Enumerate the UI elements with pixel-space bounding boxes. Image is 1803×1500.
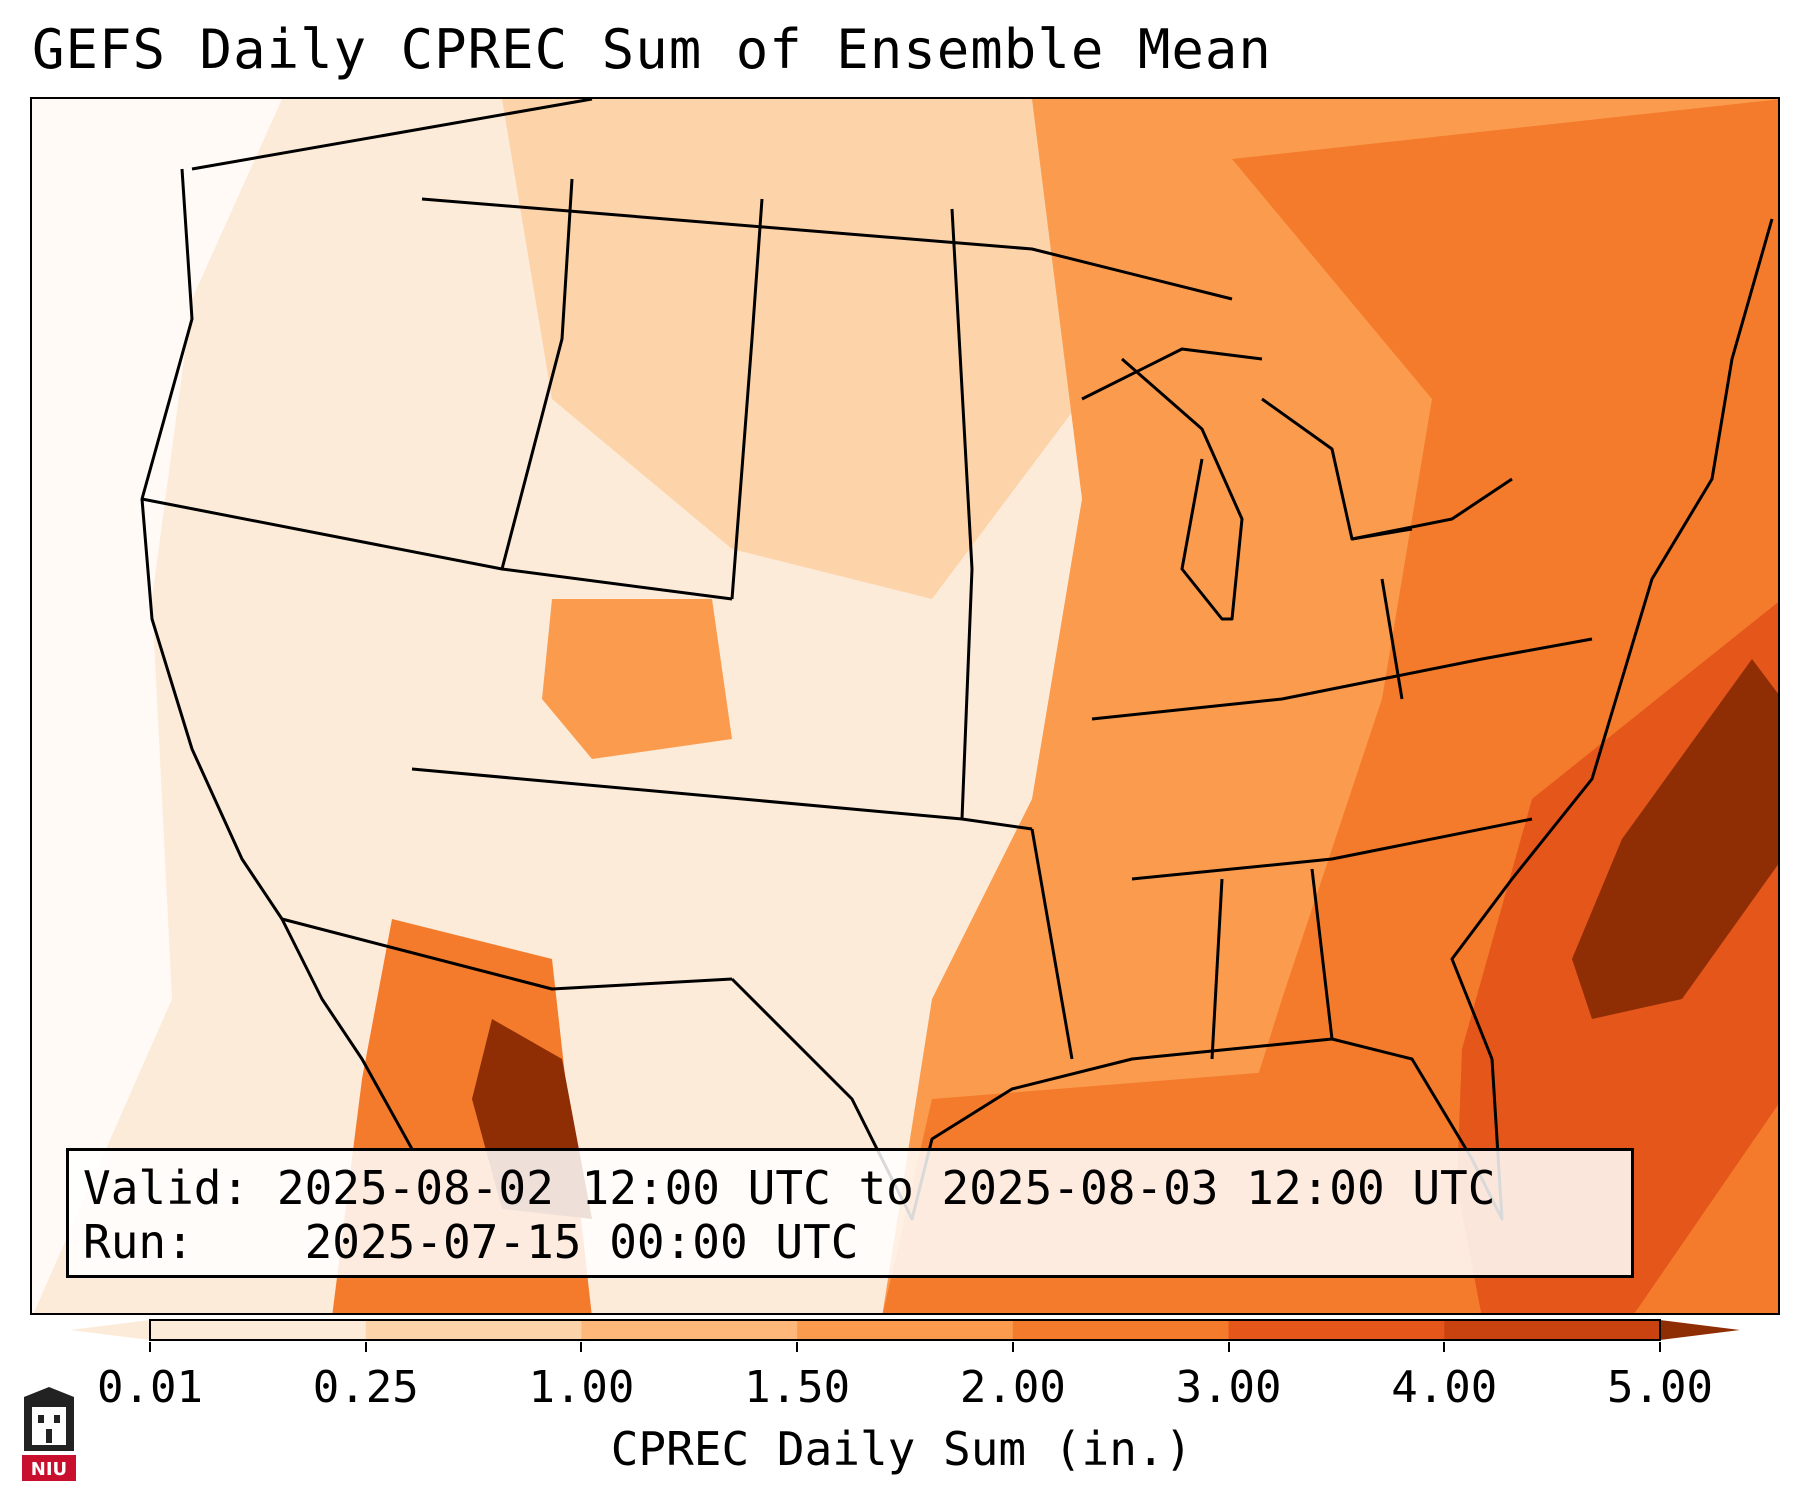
gulf-coast-texas <box>730 977 1233 1221</box>
valid-run-box: Valid: 2025-08-02 12:00 UTC to 2025-08-0… <box>66 1148 1634 1278</box>
state-line-v4 <box>1030 828 1074 1060</box>
precip-map <box>30 97 1780 1315</box>
lake-michigan <box>1121 357 1244 621</box>
colorbar-label: CPREC Daily Sum (in.) <box>610 1422 1193 1476</box>
colorbar-ticks: 0.01 0.25 1.00 1.50 2.00 3.00 4.00 5.00 <box>0 1342 1803 1413</box>
page-title: GEFS Daily CPREC Sum of Ensemble Mean <box>32 18 1272 81</box>
logo-window-1 <box>38 1415 44 1423</box>
lake-superior <box>1081 347 1263 401</box>
colorbar-tick-label: 0.25 <box>312 1362 419 1413</box>
colorbar-tick <box>149 1342 151 1352</box>
colorbar <box>70 1319 1740 1341</box>
colorbar-tick-label: 1.00 <box>528 1362 635 1413</box>
run-label: Run: <box>83 1215 194 1269</box>
field-colorado <box>542 599 732 759</box>
state-line-v3 <box>950 208 974 820</box>
colorbar-segment <box>365 1320 582 1340</box>
colorbar-segment <box>1228 1320 1445 1340</box>
mexico-border <box>281 917 733 991</box>
logo-text: NIU <box>31 1459 67 1480</box>
colorbar-tick <box>1227 1342 1230 1352</box>
colorbar-segments <box>150 1320 1661 1340</box>
state-line-v7 <box>1380 578 1404 700</box>
colorbar-tick <box>1443 1342 1446 1352</box>
colorbar-tick-label: 0.01 <box>97 1362 203 1413</box>
run-value: 2025-07-15 00:00 UTC <box>304 1215 859 1269</box>
colorbar-min-extension <box>70 1320 150 1340</box>
state-line-3 <box>1091 637 1593 721</box>
colorbar-segment <box>797 1320 1014 1340</box>
state-line-v6 <box>1310 868 1334 1040</box>
logo-door <box>46 1429 52 1443</box>
valid-value: 2025-08-02 12:00 UTC to 2025-08-03 12:00… <box>276 1161 1496 1215</box>
state-line-v1 <box>500 178 574 570</box>
precip-map-svg <box>32 99 1778 1313</box>
west-coast <box>140 168 414 1150</box>
run-line: Run: 2025-07-15 00:00 UTC <box>83 1215 1617 1269</box>
logo-band <box>22 1455 76 1481</box>
colorbar-outline <box>149 1319 1661 1341</box>
colorbar-tick-label: 2.00 <box>959 1362 1066 1413</box>
field-atlantic-max <box>1572 659 1778 1019</box>
colorbar-tick <box>1659 1342 1661 1352</box>
state-line-v2 <box>730 198 764 600</box>
colorbar-tick-label: 1.50 <box>744 1362 851 1413</box>
colorbar-segment <box>1012 1320 1230 1340</box>
colorbar-segment <box>581 1320 798 1340</box>
colorbar-tick <box>364 1342 367 1352</box>
lake-erie-ontario <box>1351 477 1513 541</box>
field-dry-pacific <box>32 99 282 1313</box>
colorbar-tick-label: 3.00 <box>1175 1362 1282 1413</box>
northeast-coast <box>1620 218 1774 680</box>
colorbar-segment <box>150 1320 367 1340</box>
canada-border-west <box>191 99 593 171</box>
field-north-plains <box>502 99 1082 599</box>
state-line-4 <box>1131 817 1533 881</box>
southeast-coast <box>1231 678 1624 1221</box>
boundaries <box>140 99 1774 1221</box>
niu-logo: NIU <box>22 1387 76 1481</box>
colorbar-tick <box>1011 1342 1014 1352</box>
logo-window-2 <box>54 1415 60 1423</box>
colorbar-tick-label: 5.00 <box>1607 1362 1713 1413</box>
colorbar-tick-label: 4.00 <box>1391 1362 1498 1413</box>
state-line-v5 <box>1210 878 1224 1060</box>
colorbar-segment <box>1444 1320 1661 1340</box>
canada-border <box>421 197 1233 301</box>
colorbar-max-extension <box>1660 1320 1740 1340</box>
colorbar-tick <box>796 1342 799 1352</box>
colorbar-tick <box>580 1342 583 1352</box>
valid-label: Valid: <box>83 1161 250 1215</box>
valid-line: Valid: 2025-08-02 12:00 UTC to 2025-08-0… <box>83 1161 1617 1215</box>
